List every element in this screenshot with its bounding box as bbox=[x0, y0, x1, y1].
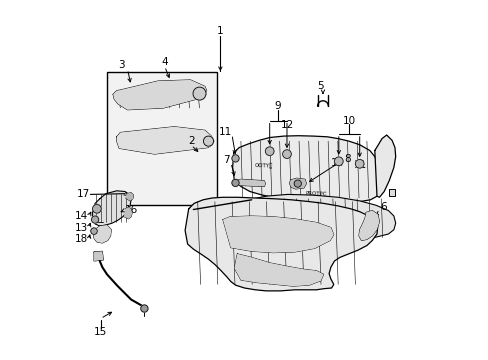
Text: 8: 8 bbox=[344, 154, 350, 164]
Circle shape bbox=[282, 150, 291, 158]
Polygon shape bbox=[241, 194, 395, 238]
Polygon shape bbox=[234, 254, 323, 286]
Polygon shape bbox=[92, 191, 131, 226]
Circle shape bbox=[334, 157, 343, 166]
Text: 6: 6 bbox=[380, 202, 386, 212]
Circle shape bbox=[231, 155, 239, 162]
Text: 15: 15 bbox=[94, 327, 107, 337]
Circle shape bbox=[92, 204, 101, 213]
Polygon shape bbox=[289, 178, 306, 189]
Text: 16: 16 bbox=[125, 204, 138, 215]
Circle shape bbox=[141, 305, 148, 312]
Text: 7: 7 bbox=[223, 155, 229, 165]
Text: 12: 12 bbox=[330, 158, 343, 168]
Text: 1: 1 bbox=[217, 26, 223, 36]
Text: 4: 4 bbox=[161, 57, 167, 67]
Text: 3: 3 bbox=[118, 60, 124, 70]
Polygon shape bbox=[358, 211, 379, 240]
Circle shape bbox=[294, 180, 301, 187]
Text: OOTYᄑ: OOTYᄑ bbox=[255, 162, 273, 169]
Polygon shape bbox=[232, 179, 265, 186]
Polygon shape bbox=[185, 197, 377, 291]
Circle shape bbox=[193, 87, 205, 100]
Bar bbox=[107, 72, 216, 205]
Text: 10: 10 bbox=[342, 116, 355, 126]
Text: 5: 5 bbox=[317, 81, 324, 91]
Bar bbox=[388, 189, 394, 196]
Text: 9: 9 bbox=[274, 101, 281, 111]
Text: 13: 13 bbox=[75, 222, 88, 233]
Polygon shape bbox=[374, 135, 395, 197]
Text: 12: 12 bbox=[281, 120, 294, 130]
Circle shape bbox=[91, 228, 97, 234]
Circle shape bbox=[355, 159, 363, 168]
Polygon shape bbox=[232, 136, 380, 202]
Polygon shape bbox=[125, 193, 133, 201]
Text: 2: 2 bbox=[187, 136, 194, 146]
Polygon shape bbox=[223, 216, 333, 253]
Text: 14: 14 bbox=[75, 211, 88, 221]
Polygon shape bbox=[93, 225, 111, 243]
Polygon shape bbox=[113, 80, 206, 110]
Polygon shape bbox=[94, 251, 103, 261]
Text: 18: 18 bbox=[75, 234, 88, 244]
Text: PROTPC: PROTPC bbox=[305, 191, 326, 197]
Polygon shape bbox=[123, 207, 132, 219]
Circle shape bbox=[91, 216, 99, 223]
Circle shape bbox=[265, 147, 273, 156]
Text: 11: 11 bbox=[353, 160, 366, 170]
Polygon shape bbox=[117, 127, 213, 154]
Circle shape bbox=[203, 136, 213, 146]
Text: 11: 11 bbox=[218, 127, 231, 137]
Circle shape bbox=[231, 179, 239, 186]
Text: 17: 17 bbox=[76, 189, 89, 199]
